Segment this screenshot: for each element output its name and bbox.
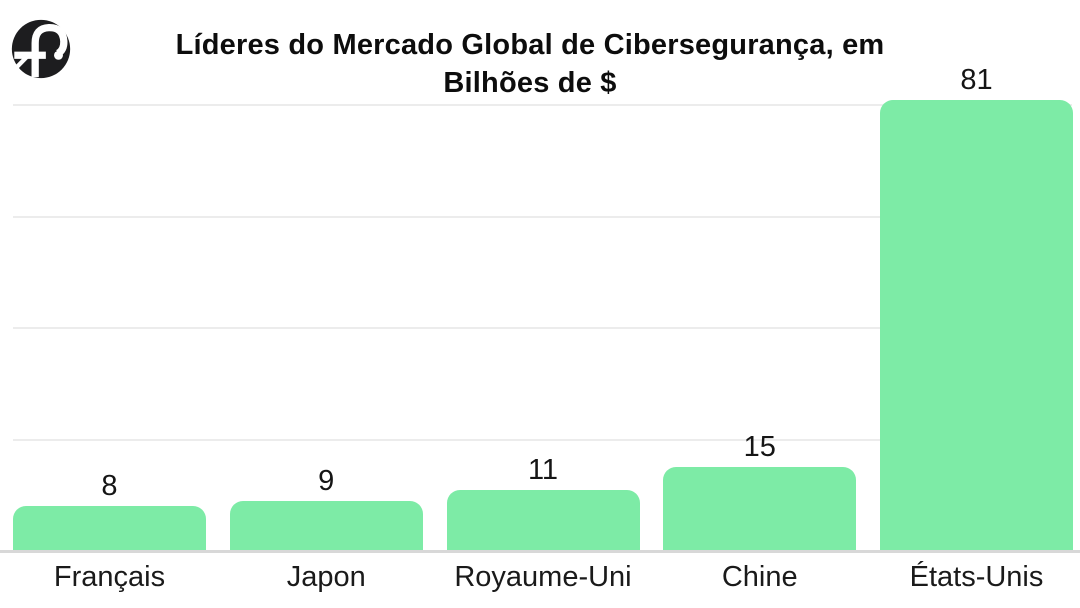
bar-value-label: 11 xyxy=(527,453,559,486)
category-label: Français xyxy=(53,561,166,593)
bar-value-label: 8 xyxy=(101,470,118,503)
category-label: Japon xyxy=(286,561,366,593)
bar--tats-unis xyxy=(880,99,1073,551)
category-label: États-Unis xyxy=(909,561,1044,593)
gridline-80 xyxy=(13,104,1072,107)
chart-title-line-1: Líderes do Mercado Global de Cibersegura… xyxy=(175,29,885,61)
bar-chine xyxy=(663,467,857,551)
category-label: Chine xyxy=(721,561,798,593)
bar-value-label: 81 xyxy=(960,63,993,96)
bar-royaume-uni xyxy=(446,489,640,551)
gridline-20 xyxy=(13,438,1072,441)
bar-fran-ais xyxy=(13,506,206,551)
x-axis-line xyxy=(0,550,1080,553)
brand-logo-icon xyxy=(8,19,71,79)
category-label: Royaume-Uni xyxy=(454,561,632,593)
gridline-60 xyxy=(13,215,1072,218)
bar-value-label: 9 xyxy=(318,464,335,497)
chart-title-line-2: Bilhões de $ xyxy=(443,67,617,99)
chart-title: Líderes do Mercado Global de Cibersegura… xyxy=(130,26,930,102)
bar-japon xyxy=(229,500,423,551)
bar-value-label: 15 xyxy=(743,431,776,464)
gridline-40 xyxy=(13,327,1072,330)
